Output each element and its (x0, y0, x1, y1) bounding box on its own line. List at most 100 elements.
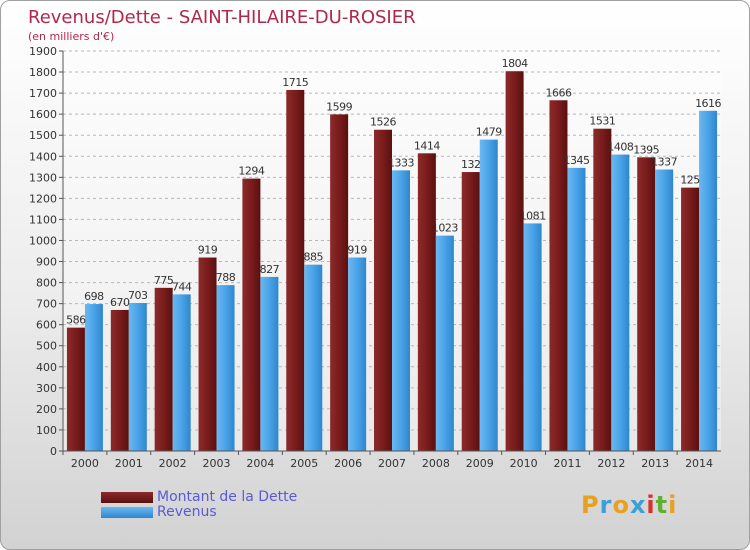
x-tick-label: 2007 (378, 457, 406, 470)
legend-label-revenus: Revenus (157, 504, 217, 520)
x-tick-label: 2004 (246, 457, 274, 470)
bar-dette (417, 153, 436, 451)
y-tick-label: 800 (36, 277, 57, 290)
y-tick-label: 1900 (29, 45, 57, 58)
data-label-revenus: 885 (304, 251, 324, 264)
logo-letter: x (629, 491, 647, 519)
x-tick-label: 2010 (510, 457, 538, 470)
x-tick-label: 2006 (334, 457, 362, 470)
data-label-dette: 1531 (589, 115, 615, 128)
bar-dette (549, 100, 568, 452)
y-tick-label: 200 (36, 403, 57, 416)
logo-letter: i (668, 491, 678, 519)
data-label-revenus: 827 (260, 263, 280, 276)
legend-swatch-dette (101, 492, 153, 503)
data-label-revenus: 744 (172, 280, 192, 293)
logo-letter: t (655, 491, 669, 519)
bar-revenus (655, 169, 674, 452)
data-label-revenus: 1333 (388, 156, 414, 169)
y-tick-label: 1800 (29, 66, 57, 79)
y-tick-label: 600 (36, 319, 57, 332)
logo-letter: r (599, 491, 613, 519)
legend-swatch-revenus (101, 507, 153, 518)
proxiti-logo: Proxiti (581, 491, 677, 519)
y-tick-label: 400 (36, 361, 57, 374)
data-label-dette: 1666 (545, 86, 571, 99)
y-tick-label: 1600 (29, 108, 57, 121)
logo-letter: i (646, 491, 656, 519)
x-tick-label: 2014 (685, 457, 713, 470)
bar-dette (154, 287, 173, 451)
data-label-revenus: 1616 (695, 97, 721, 110)
bar-dette (66, 327, 85, 451)
data-label-dette: 1294 (238, 165, 264, 178)
data-label-dette: 1414 (414, 139, 440, 152)
data-label-dette: 919 (198, 244, 218, 257)
y-tick-label: 700 (36, 298, 57, 311)
bar-revenus (128, 303, 147, 451)
bar-revenus (523, 223, 542, 451)
y-tick-label: 1000 (29, 234, 57, 247)
data-label-revenus: 1337 (651, 156, 677, 169)
y-tick-label: 500 (36, 340, 57, 353)
x-tick-label: 2008 (422, 457, 450, 470)
data-label-revenus: 703 (128, 289, 148, 302)
data-label-dette: 1599 (326, 100, 352, 113)
bar-dette (330, 114, 349, 452)
data-label-revenus: 1081 (520, 209, 546, 222)
data-label-revenus: 788 (216, 271, 236, 284)
bar-dette (198, 257, 217, 451)
x-tick-label: 2012 (597, 457, 625, 470)
bar-revenus (260, 276, 279, 451)
bar-dette (242, 178, 261, 451)
bar-dette (110, 309, 129, 451)
x-tick-label: 2003 (203, 457, 231, 470)
data-label-revenus: 1408 (607, 141, 633, 154)
y-tick-label: 1500 (29, 129, 57, 142)
logo-letter: o (612, 491, 630, 519)
bar-revenus (172, 294, 191, 451)
bar-revenus (611, 154, 630, 451)
y-tick-label: 100 (36, 424, 57, 437)
x-tick-label: 2002 (159, 457, 187, 470)
x-tick-label: 2009 (466, 457, 494, 470)
x-tick-label: 2005 (290, 457, 318, 470)
bar-revenus (699, 110, 718, 451)
bar-dette (637, 157, 656, 451)
bar-revenus (216, 285, 235, 451)
x-tick-label: 2000 (71, 457, 99, 470)
chart-title: Revenus/Dette - SAINT-HILAIRE-DU-ROSIER (28, 7, 416, 28)
data-label-revenus: 1479 (476, 126, 502, 139)
x-tick-label: 2011 (553, 457, 581, 470)
legend-label-dette: Montant de la Dette (157, 489, 298, 505)
data-label-dette: 132 (461, 158, 481, 171)
chart-subtitle: (en milliers d'€) (28, 30, 115, 43)
y-tick-label: 1700 (29, 87, 57, 100)
data-label-dette: 1526 (370, 116, 396, 129)
data-label-revenus: 698 (84, 290, 104, 303)
y-tick-label: 300 (36, 382, 57, 395)
bar-revenus (392, 170, 410, 452)
data-label-dette: 586 (66, 314, 86, 327)
bar-dette (286, 89, 305, 452)
bar-dette (374, 129, 392, 451)
bar-revenus (348, 257, 367, 451)
bar-revenus (304, 264, 323, 451)
bar-revenus (84, 304, 103, 451)
bar-dette (681, 187, 700, 451)
x-tick-label: 2013 (641, 457, 669, 470)
bar-dette (593, 128, 612, 451)
bar-revenus (435, 235, 454, 451)
data-label-revenus: 1023 (432, 222, 458, 235)
y-tick-label: 1100 (29, 213, 57, 226)
y-tick-label: 900 (36, 256, 57, 269)
data-label-revenus: 1345 (563, 154, 589, 167)
y-tick-label: 1400 (29, 150, 57, 163)
data-label-dette: 775 (154, 274, 174, 287)
data-label-dette: 670 (110, 296, 130, 309)
y-tick-label: 1300 (29, 171, 57, 184)
y-tick-label: 0 (50, 445, 57, 458)
bar-dette (461, 172, 480, 452)
